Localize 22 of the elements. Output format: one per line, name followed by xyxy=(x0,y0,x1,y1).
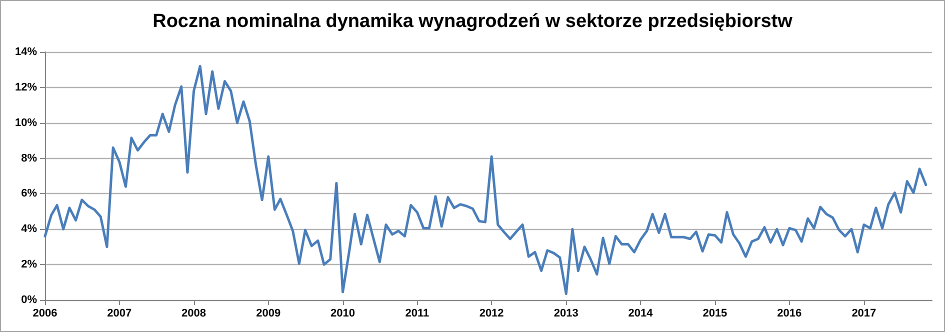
y-tick-label: 2% xyxy=(21,258,38,271)
x-tick-label: 2017 xyxy=(852,308,876,320)
y-tick-label: 0% xyxy=(21,294,38,306)
y-tick-label: 14% xyxy=(14,46,38,58)
x-tick-label: 2006 xyxy=(32,308,58,320)
x-tick-label: 2014 xyxy=(628,308,654,320)
x-tick-label: 2012 xyxy=(479,308,504,320)
x-tick-label: 2009 xyxy=(256,308,281,320)
y-tick-label: 6% xyxy=(21,188,38,200)
y-tick-label: 12% xyxy=(14,81,38,94)
x-tick-label: 2015 xyxy=(702,308,728,320)
x-tick-label: 2016 xyxy=(777,308,802,320)
x-tick-label: 2010 xyxy=(330,308,356,320)
line-series xyxy=(44,64,928,296)
y-tick-label: 4% xyxy=(21,223,38,236)
x-tick-label: 2007 xyxy=(107,308,132,320)
x-tick-label: 2013 xyxy=(554,308,578,320)
y-tick-label: 8% xyxy=(21,152,38,164)
chart-title: Roczna nominalna dynamika wynagrodzeń w sektorze przedsiębiorstw xyxy=(152,11,793,32)
x-tick-label: 2008 xyxy=(182,308,206,320)
x-tick-label: 2011 xyxy=(405,308,430,320)
y-tick-label: 10% xyxy=(14,116,38,129)
